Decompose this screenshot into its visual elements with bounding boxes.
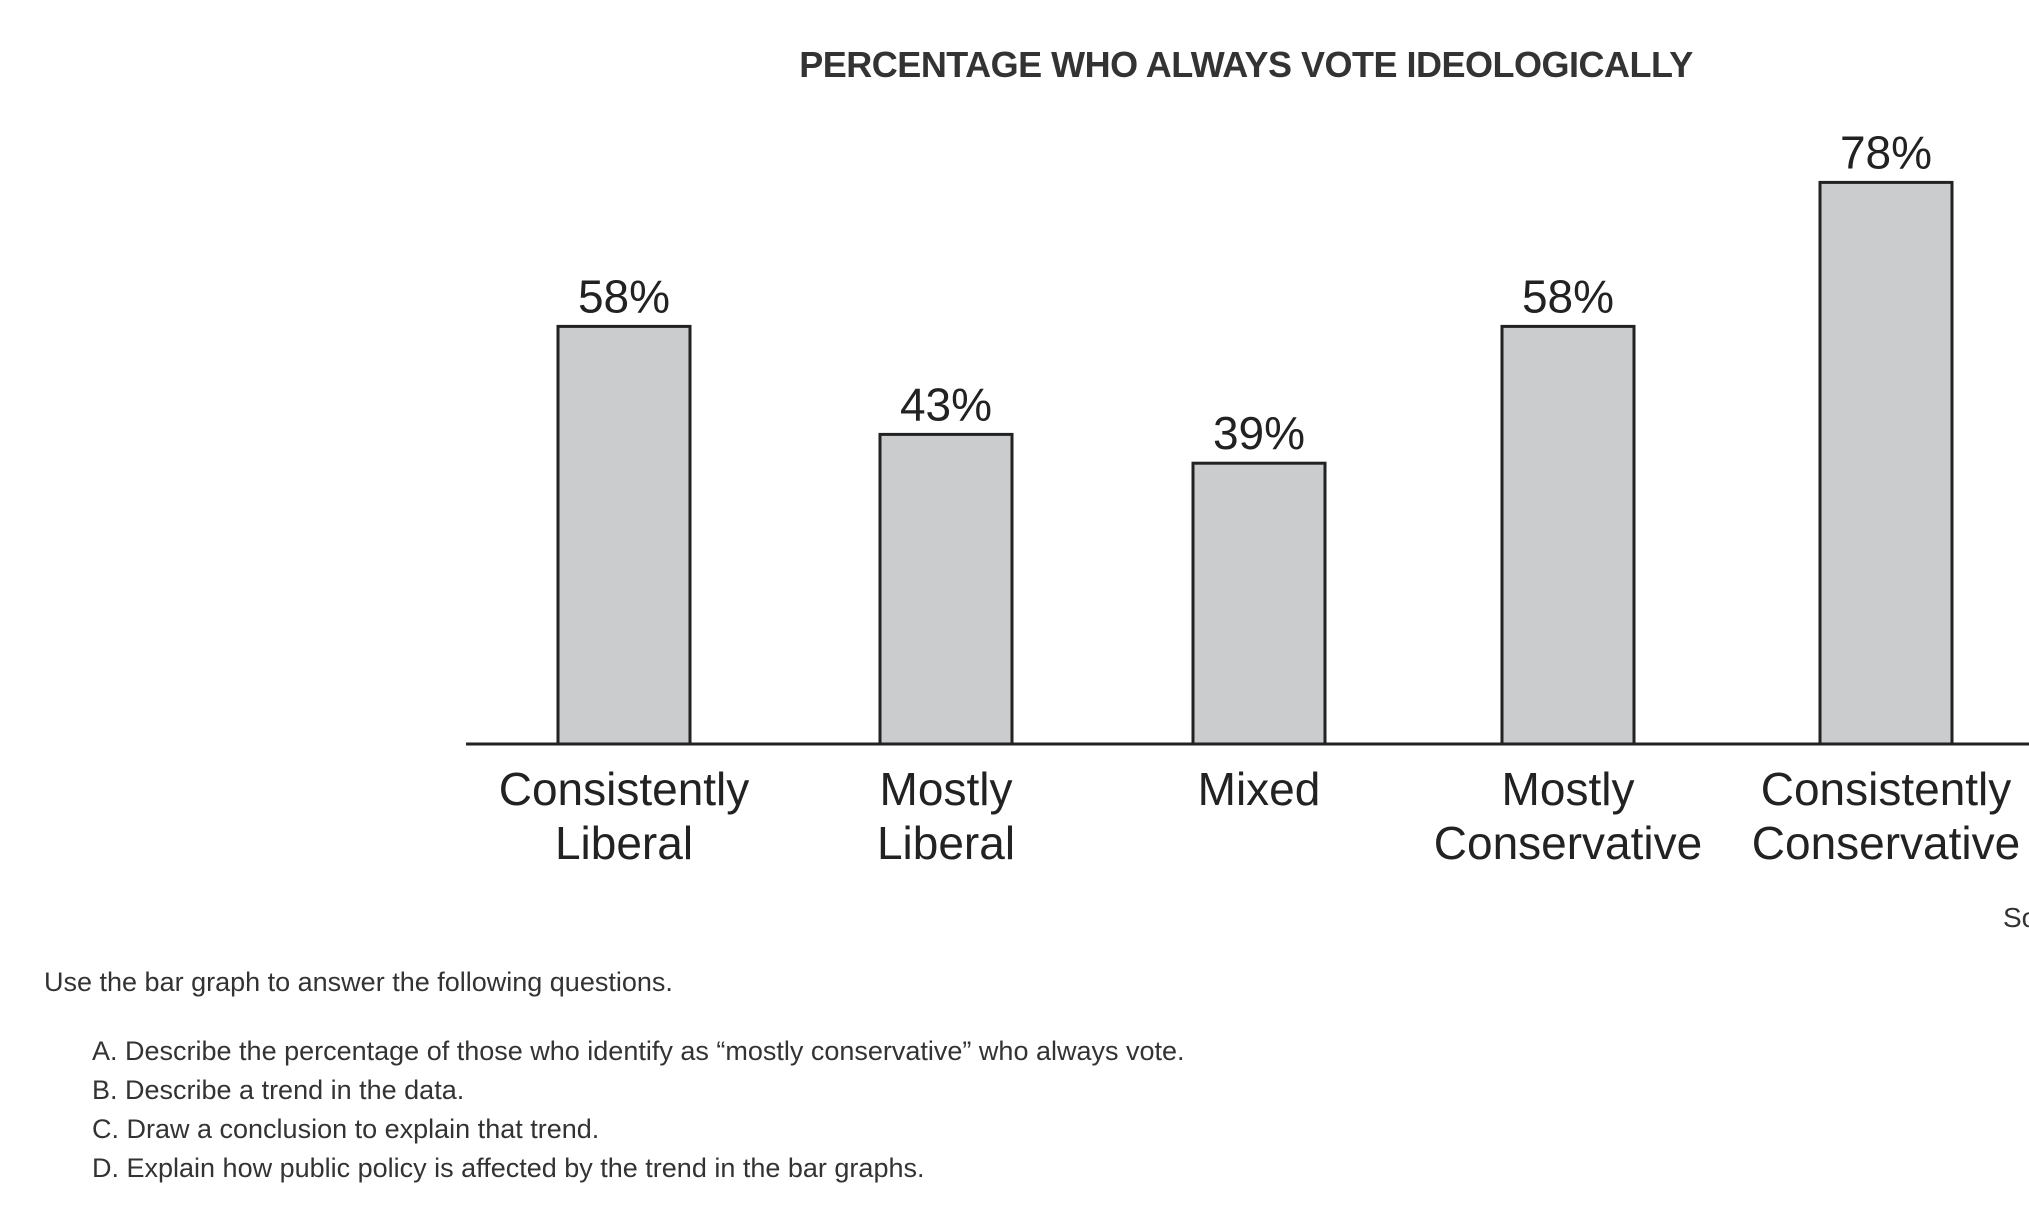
data-labels-layer: 58% 43% 39% 58% 78% xyxy=(578,126,1932,459)
bar-chart: PERCENTAGE WHO ALWAYS VOTE IDEOLOGICALLY… xyxy=(466,44,2029,933)
bar-consistently-liberal xyxy=(556,324,692,746)
questions-section: Use the bar graph to answer the followin… xyxy=(44,960,1944,1188)
category-label-consistently-liberal-line-1: Consistently xyxy=(499,763,750,815)
source-label: So xyxy=(2003,902,2029,933)
chart-title: PERCENTAGE WHO ALWAYS VOTE IDEOLOGICALLY xyxy=(799,44,1693,85)
category-label-mostly-liberal-line-2: Liberal xyxy=(877,817,1015,869)
category-label-consistently-conservative-line-1: Consistently xyxy=(1761,763,2012,815)
data-label-consistently-liberal: 58% xyxy=(578,270,670,322)
bars-layer xyxy=(556,180,1954,746)
bar-chart-svg: PERCENTAGE WHO ALWAYS VOTE IDEOLOGICALLY… xyxy=(466,44,2029,933)
question-b: B. Describe a trend in the data. xyxy=(92,1075,465,1105)
bar-consistently-conservative xyxy=(1818,180,1954,746)
data-label-consistently-conservative: 78% xyxy=(1840,126,1932,178)
questions-intro: Use the bar graph to answer the followin… xyxy=(44,967,673,997)
question-d: D. Explain how public policy is affected… xyxy=(92,1153,925,1183)
bar-mixed xyxy=(1191,461,1327,746)
category-label-mostly-conservative-line-1: Mostly xyxy=(1502,763,1635,815)
category-label-consistently-conservative-line-2: Conservative xyxy=(1752,817,2020,869)
bar-mostly-conservative xyxy=(1500,324,1636,746)
category-label-mostly-liberal-line-1: Mostly xyxy=(880,763,1013,815)
data-label-mostly-liberal: 43% xyxy=(900,378,992,430)
category-label-mixed-line-1: Mixed xyxy=(1198,763,1321,815)
data-label-mixed: 39% xyxy=(1213,407,1305,459)
data-label-mostly-conservative: 58% xyxy=(1522,270,1614,322)
category-label-mostly-conservative-line-2: Conservative xyxy=(1434,817,1702,869)
question-a: A. Describe the percentage of those who … xyxy=(92,1036,1185,1066)
questions-list: A. Describe the percentage of those who … xyxy=(44,1032,1944,1188)
category-label-consistently-liberal-line-2: Liberal xyxy=(555,817,693,869)
question-c: C. Draw a conclusion to explain that tre… xyxy=(92,1114,600,1144)
bar-mostly-liberal xyxy=(878,432,1014,746)
